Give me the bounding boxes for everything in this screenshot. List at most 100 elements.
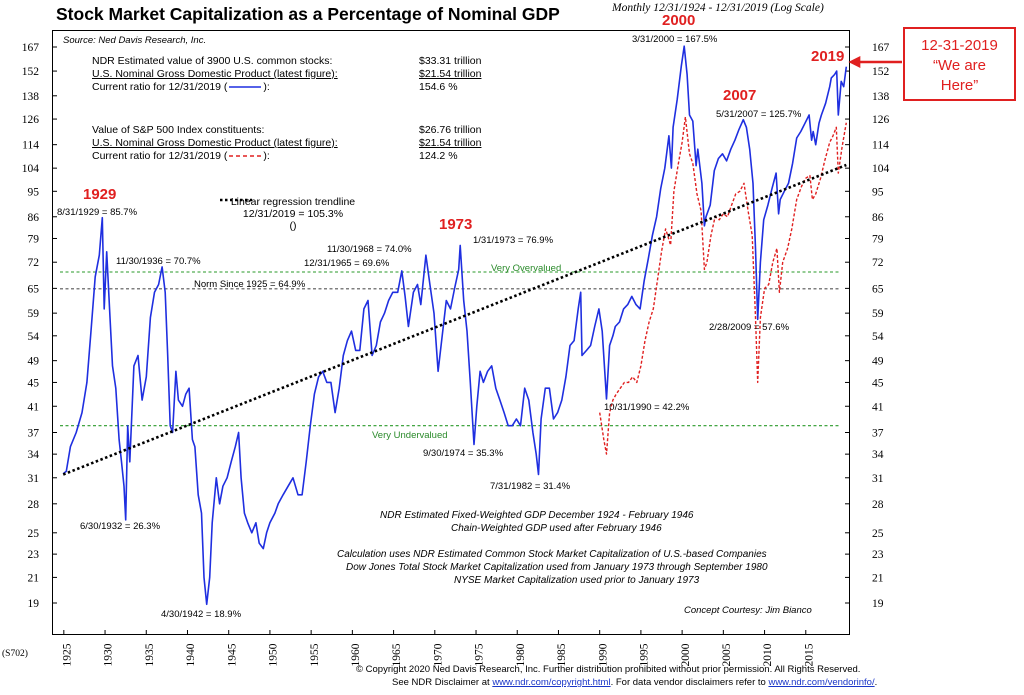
y-tick-label-right: 41 [872, 401, 884, 413]
y-tick-label-right: 49 [872, 356, 884, 368]
annotation-1968-peak: 11/30/1968 = 74.0% [327, 244, 412, 255]
x-tick-label: 2015 [803, 643, 815, 666]
y-tick-label-left: 59 [28, 308, 40, 320]
legend-solid-swatch [229, 86, 262, 89]
undervalued-label: Very Undervalued [372, 430, 448, 441]
trendline-legend-title: Linear regression trendline [230, 196, 356, 208]
callout-line3: Here” [940, 77, 979, 94]
y-tick-label-right: 86 [872, 212, 884, 224]
legend-dotted-swatch [220, 198, 252, 202]
stats-block-sp500: Value of S&P 500 Index constituents: $26.… [92, 124, 512, 163]
y-tick-label-right: 152 [872, 66, 890, 78]
y-tick-label-right: 95 [872, 186, 884, 198]
stat-label: U.S. Nominal Gross Domestic Product (lat… [92, 68, 338, 80]
y-tick-label-right: 126 [872, 114, 890, 126]
y-tick-label-left: 31 [28, 473, 40, 485]
y-tick-label-right: 104 [872, 163, 890, 175]
we-are-here-callout: 12-31-2019 “We are Here” [903, 27, 1016, 101]
stat-label-close: ): [263, 81, 270, 93]
callout-arrow-head [848, 56, 861, 68]
y-tick-label-right: 19 [872, 598, 884, 610]
y-tick-label-right: 114 [872, 140, 889, 152]
annotation-1990-low: 10/31/1990 = 42.2% [604, 402, 690, 413]
x-tick-label: 1975 [474, 643, 486, 666]
copyright-line: © Copyright 2020 Ned Davis Research, Inc… [356, 664, 861, 675]
y-tick-label-right: 65 [872, 283, 884, 295]
trendline-legend-close: ) [293, 220, 297, 232]
annotation-1974-low: 9/30/1974 = 35.3% [423, 448, 504, 459]
x-tick-label: 2010 [762, 643, 774, 666]
y-tick-label-left: 41 [28, 401, 40, 413]
trendline-legend-value: 12/31/2019 = 105.3% [242, 208, 344, 220]
year-callout-2007: 2007 [723, 87, 757, 104]
y-tick-label-left: 19 [28, 598, 40, 610]
stats-block-total: NDR Estimated value of 3900 U.S. common … [92, 55, 512, 94]
stat-value: $21.54 trillion [419, 68, 482, 80]
y-tick-label-left: 114 [22, 140, 39, 152]
y-tick-label-right: 31 [872, 473, 884, 485]
footnote-dow-jones: Dow Jones Total Stock Market Capitalizat… [346, 562, 768, 573]
y-tick-label-left: 152 [22, 66, 40, 78]
annotation-1982-low: 7/31/1982 = 31.4% [490, 481, 571, 492]
year-callout-2000: 2000 [662, 12, 696, 29]
x-tick-label: 1965 [391, 643, 403, 666]
vendorinfo-link[interactable]: www.ndr.com/vendorinfo/ [768, 677, 875, 688]
x-tick-label: 1985 [556, 643, 568, 666]
y-axis-left: 167 152 138 126 114 104 95 86 79 72 65 59 54 49 45 41 37… [22, 42, 57, 610]
disclaimer-mid: . For data vendor disclaimers refer to [610, 677, 769, 688]
x-tick-label: 1995 [639, 643, 651, 666]
stat-label: Current ratio for 12/31/2019 (): [92, 150, 270, 162]
x-tick-label: 1955 [309, 643, 321, 666]
legend-dashed-swatch [229, 155, 262, 158]
trendline-legend-swatch: () [218, 198, 368, 232]
x-tick-label: 1980 [515, 643, 527, 666]
annotation-1965-peak: 12/31/1965 = 69.6% [304, 258, 390, 269]
y-tick-label-left: 37 [28, 428, 40, 440]
y-tick-label-left: 23 [28, 549, 40, 561]
y-tick-label-left: 79 [28, 233, 40, 245]
chart-code: (S702) [2, 649, 28, 659]
reference-lines [60, 271, 840, 427]
annotation-1932-low: 6/30/1932 = 26.3% [80, 521, 161, 532]
copyright-link[interactable]: www.ndr.com/copyright.html [492, 677, 611, 688]
footnote-nyse: NYSE Market Capitalization used prior to… [454, 575, 700, 586]
stat-value: 154.6 % [419, 81, 458, 93]
x-tick-label: 1945 [226, 643, 238, 666]
x-tick-label: 2005 [721, 643, 733, 666]
y-tick-label-right: 34 [872, 449, 884, 461]
sp500-series-line [599, 116, 847, 455]
concept-credit: Concept Courtesy: Jim Bianco [684, 605, 812, 616]
overvalued-label: Very Overvalued [491, 263, 562, 274]
stat-label-close: ): [263, 150, 270, 162]
stat-label-text: Current ratio for 12/31/2019 ( [92, 150, 228, 162]
x-tick-label: 1990 [597, 643, 609, 666]
y-tick-label-right: 25 [872, 528, 884, 540]
x-tick-label: 1950 [268, 643, 280, 666]
y-tick-label-right: 54 [872, 331, 884, 343]
disclaimer-suffix: . [874, 677, 878, 688]
y-tick-label-left: 34 [28, 449, 40, 461]
stat-label: NDR Estimated value of 3900 U.S. common … [92, 55, 333, 67]
y-tick-label-right: 21 [872, 572, 884, 584]
y-tick-label-left: 95 [28, 186, 40, 198]
footnote-gdp-chain: Chain-Weighted GDP used after February 1… [451, 523, 662, 534]
series-group [62, 45, 848, 606]
plot-frame [52, 30, 850, 635]
annotation-1942-low: 4/30/1942 = 18.9% [161, 609, 242, 620]
annotation-1973-peak: 1/31/1973 = 76.9% [473, 235, 554, 246]
y-tick-label-right: 37 [872, 428, 884, 440]
stat-value: $26.76 trillion [419, 124, 482, 136]
callout-pointers [848, 56, 902, 68]
year-callout-1929: 1929 [83, 186, 117, 203]
x-tick-label: 1970 [432, 643, 444, 666]
stat-label-text: Current ratio for 12/31/2019 ( [92, 81, 228, 93]
norm-label: Norm Since 1925 = 64.9% [194, 279, 306, 290]
y-tick-label-right: 72 [872, 257, 884, 269]
x-tick-label: 1930 [103, 643, 115, 666]
x-axis: 1925 1930 1935 1940 1945 1950 1955 1960 1965 1970… [61, 630, 815, 667]
annotation-2009-low: 2/28/2009 = 57.6% [709, 322, 790, 333]
y-tick-label-left: 65 [28, 283, 40, 295]
y-tick-label-right: 28 [872, 499, 884, 511]
annotation-1936-peak: 11/30/1936 = 70.7% [116, 256, 201, 267]
x-tick-label: 1940 [185, 643, 197, 666]
